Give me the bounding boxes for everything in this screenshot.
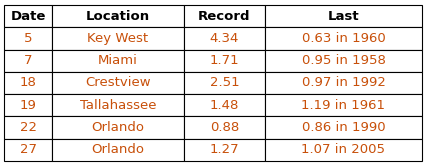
Bar [4, 5, 52, 27]
Text: Last: Last [328, 10, 359, 23]
Bar [4, 94, 52, 116]
Text: Orlando: Orlando [92, 143, 144, 156]
Bar [52, 27, 184, 50]
Text: Miami: Miami [98, 54, 138, 67]
Bar [52, 116, 184, 139]
Text: 1.71: 1.71 [210, 54, 239, 67]
Text: 0.88: 0.88 [210, 121, 239, 134]
Bar [4, 116, 52, 139]
Bar [4, 50, 52, 72]
Bar [265, 72, 422, 94]
Bar [265, 116, 422, 139]
Bar [184, 27, 265, 50]
Bar [265, 94, 422, 116]
Bar [4, 139, 52, 161]
Text: Key West: Key West [87, 32, 149, 45]
Bar [52, 5, 184, 27]
Text: 27: 27 [20, 143, 37, 156]
Text: 5: 5 [24, 32, 32, 45]
Bar [184, 94, 265, 116]
Bar [4, 27, 52, 50]
Bar [265, 139, 422, 161]
Text: 1.48: 1.48 [210, 99, 239, 112]
Text: 0.63 in 1960: 0.63 in 1960 [302, 32, 386, 45]
Text: Location: Location [86, 10, 150, 23]
Text: 2.51: 2.51 [210, 77, 239, 89]
Text: 22: 22 [20, 121, 37, 134]
Bar [265, 5, 422, 27]
Text: Date: Date [11, 10, 46, 23]
Text: Orlando: Orlando [92, 121, 144, 134]
Bar [184, 116, 265, 139]
Text: 0.95 in 1958: 0.95 in 1958 [302, 54, 386, 67]
Text: 18: 18 [20, 77, 37, 89]
Bar [265, 50, 422, 72]
Text: 4.34: 4.34 [210, 32, 239, 45]
Text: 19: 19 [20, 99, 37, 112]
Bar [4, 72, 52, 94]
Bar [52, 139, 184, 161]
Bar [184, 50, 265, 72]
Bar [52, 50, 184, 72]
Text: Crestview: Crestview [85, 77, 151, 89]
Text: 0.86 in 1990: 0.86 in 1990 [302, 121, 385, 134]
Text: 7: 7 [24, 54, 32, 67]
Bar [184, 5, 265, 27]
Bar [52, 94, 184, 116]
Text: Tallahassee: Tallahassee [80, 99, 156, 112]
Text: 1.19 in 1961: 1.19 in 1961 [302, 99, 386, 112]
Bar [265, 27, 422, 50]
Bar [52, 72, 184, 94]
Bar [184, 72, 265, 94]
Text: 1.07 in 2005: 1.07 in 2005 [302, 143, 386, 156]
Text: 1.27: 1.27 [210, 143, 239, 156]
Text: 0.97 in 1992: 0.97 in 1992 [302, 77, 386, 89]
Text: Record: Record [198, 10, 251, 23]
Bar [184, 139, 265, 161]
